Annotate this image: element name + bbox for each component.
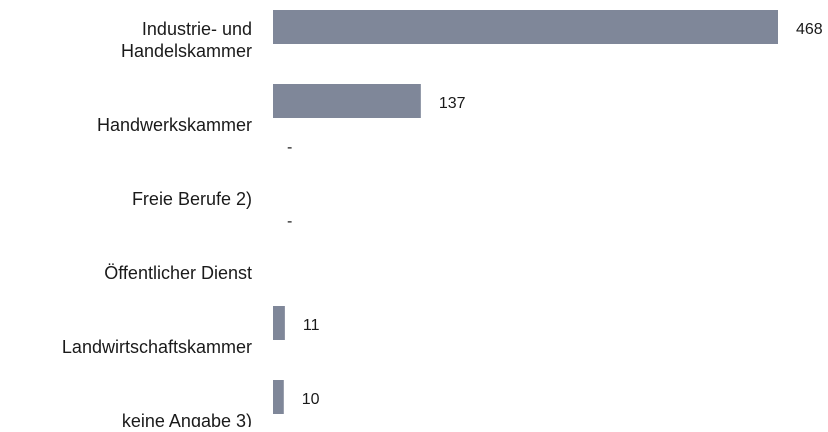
category-label-line: Landwirtschaftskammer — [62, 337, 252, 357]
bar — [273, 84, 421, 118]
category-label: Freie Berufe 2) — [132, 189, 252, 209]
category-label: Öffentlicher Dienst — [104, 263, 252, 283]
value-label: 137 — [439, 95, 466, 112]
value-label: - — [287, 139, 292, 156]
category-label: keine Angabe 3) — [122, 411, 252, 427]
value-label: - — [287, 213, 292, 230]
category-label-line: Öffentlicher Dienst — [104, 263, 252, 283]
category-label-line: Handwerkskammer — [97, 115, 252, 135]
value-label: 468 — [796, 21, 823, 38]
category-label-line: Freie Berufe 2) — [132, 189, 252, 209]
value-label: 10 — [302, 391, 320, 408]
value-label: 11 — [303, 317, 320, 334]
category-label-line: Industrie- und — [142, 19, 252, 39]
category-label-line: Handelskammer — [121, 41, 252, 61]
category-label: Landwirtschaftskammer — [62, 337, 252, 357]
category-label-line: keine Angabe 3) — [122, 411, 252, 427]
bar — [273, 380, 284, 414]
category-label: Industrie- und Handelskammer — [121, 19, 252, 61]
bar — [273, 306, 285, 340]
bar — [273, 10, 778, 44]
category-label: Handwerkskammer — [97, 115, 252, 135]
